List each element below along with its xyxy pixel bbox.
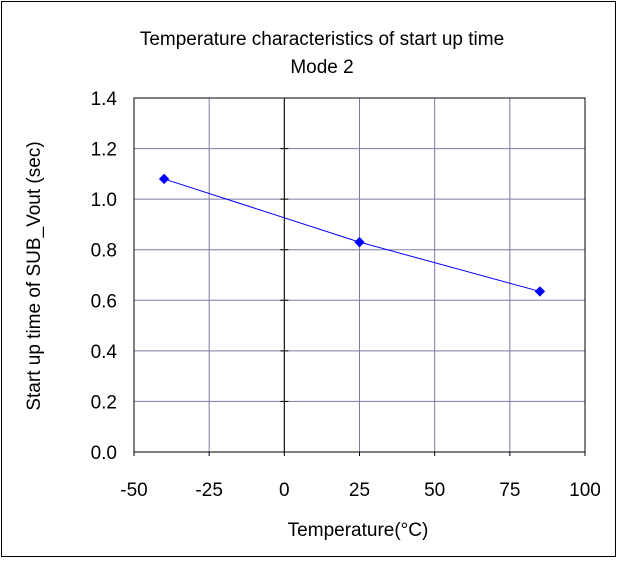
x-tick-label-3: 25: [349, 480, 370, 501]
series-0-point-2: [534, 286, 546, 297]
x-tick-label-4: 50: [424, 480, 445, 501]
x-tick-label-5: 75: [499, 480, 520, 501]
y-tick-label-3: 0.6: [91, 291, 117, 312]
x-tick-label-0: -50: [120, 480, 147, 501]
y-tick-label-0: 0.0: [91, 443, 117, 464]
y-tick-label-6: 1.2: [91, 140, 117, 161]
y-tick-label-4: 0.8: [91, 241, 117, 262]
x-tick-label-2: 0: [279, 480, 290, 501]
y-tick-label-5: 1.0: [91, 190, 117, 211]
series-0-point-1: [354, 236, 365, 248]
x-axis-label: Temperature(°C): [288, 520, 429, 541]
y-tick-label-7: 1.4: [91, 89, 118, 110]
y-tick-label-2: 0.4: [91, 342, 118, 363]
y-axis-label: Start up time of SUB_Vout (sec): [24, 141, 45, 410]
y-tick-label-1: 0.2: [91, 392, 117, 413]
x-tick-label-6: 100: [569, 480, 601, 501]
x-tick-label-1: -25: [195, 480, 222, 501]
chart-title: Temperature characteristics of start up …: [140, 29, 504, 50]
plot-area: -50 -25 0 25 50 75 100 0.0 0.2 0.4 0.6 0.8 1.0 1.2 1.4: [91, 89, 601, 501]
series-0-point-0: [158, 173, 170, 185]
chart-subtitle: Mode 2: [290, 57, 353, 78]
